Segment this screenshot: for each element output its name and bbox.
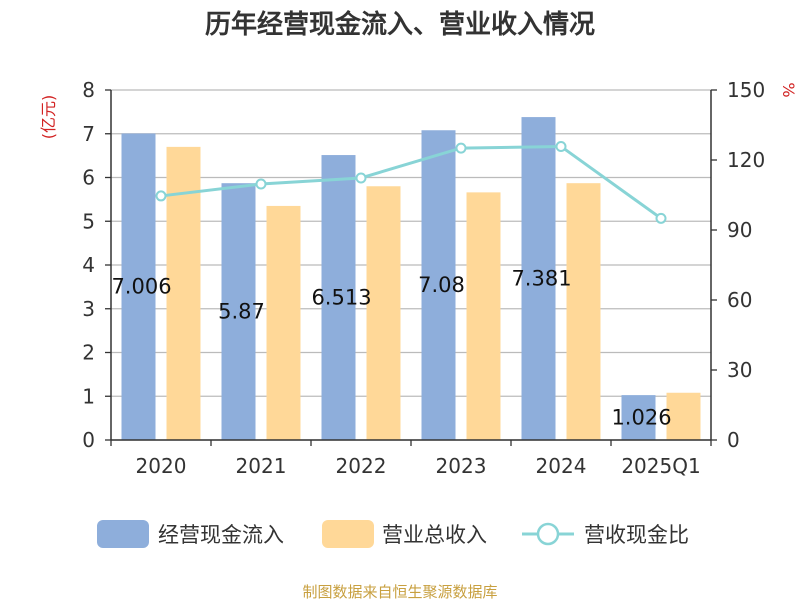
left-tick-label: 5: [82, 209, 95, 233]
bar-cash-inflow: [421, 130, 456, 440]
bar-value-label: 7.381: [511, 267, 571, 291]
left-tick-label: 4: [82, 253, 95, 277]
right-tick-label: 150: [727, 78, 765, 102]
bar-cash-inflow: [521, 117, 556, 441]
legend-label-total-revenue: 营业总收入: [382, 523, 487, 547]
left-tick-label: 7: [82, 122, 95, 146]
right-tick-label: 120: [727, 148, 765, 172]
x-tick-label: 2025Q1: [621, 454, 700, 478]
legend-swatch-cash-inflow: [97, 520, 149, 548]
left-axis-unit: (亿元): [39, 95, 58, 140]
left-tick-label: 3: [82, 297, 95, 321]
bar-cash-inflow: [321, 155, 356, 440]
source-note: 制图数据来自恒生聚源数据库: [302, 583, 497, 600]
ratio-point: [355, 172, 367, 184]
ratio-line-group: [155, 140, 667, 224]
bar-total-revenue: [466, 192, 501, 440]
right-tick-label: 0: [727, 428, 740, 452]
chart-title: 历年经营现金流入、营业收入情况: [205, 9, 595, 40]
ratio-point: [255, 178, 267, 190]
legend-label-cash-inflow: 经营现金流入: [158, 523, 284, 547]
right-tick-label: 30: [727, 358, 752, 382]
bar-total-revenue: [566, 183, 601, 440]
left-tick-label: 6: [82, 166, 95, 190]
x-tick-label: 2021: [236, 454, 287, 478]
bar-value-label: 6.513: [311, 286, 371, 310]
right-tick-label: 90: [727, 218, 752, 242]
bar-cash-inflow: [121, 133, 156, 441]
data-label-group: 7.006 5.87 6.513 7.08 7.381 1.026: [111, 267, 671, 430]
bar-group: [121, 117, 701, 441]
left-tick-label: 2: [82, 341, 95, 365]
right-axis-unit: %: [779, 82, 798, 97]
bar-total-revenue: [266, 205, 301, 440]
bar-cash-inflow: [621, 395, 656, 440]
ratio-point: [155, 190, 167, 202]
legend-swatch-total-revenue: [322, 520, 374, 548]
bar-value-label: 7.08: [418, 273, 465, 297]
grid-lines: [111, 89, 711, 441]
bar-total-revenue: [366, 186, 401, 440]
left-tick-label: 0: [82, 428, 95, 452]
bar-cash-inflow: [221, 183, 256, 440]
x-tick-label: 2020: [136, 454, 187, 478]
ratio-point: [555, 140, 567, 152]
axes-group: 0 1 2 3 4 5 6 7 8 0 30 60 90 120 150 2020 2021 2022 2023 20…: [82, 78, 765, 478]
legend: 经营现金流入 营业总收入 营收现金比: [97, 520, 689, 548]
right-tick-label: 60: [727, 288, 752, 312]
left-tick-label: 1: [82, 384, 95, 408]
ratio-point: [455, 142, 467, 154]
bar-value-label: 5.87: [218, 300, 265, 324]
x-tick-label: 2023: [436, 454, 487, 478]
x-tick-label: 2022: [336, 454, 387, 478]
ratio-line: [160, 144, 662, 220]
bar-value-label: 1.026: [611, 406, 671, 430]
legend-marker-ratio: [536, 522, 560, 546]
x-tick-label: 2024: [536, 454, 587, 478]
bar-total-revenue: [666, 392, 701, 440]
bar-value-label: 7.006: [111, 275, 171, 299]
left-tick-label: 8: [82, 78, 95, 102]
legend-label-ratio: 营收现金比: [584, 523, 689, 547]
ratio-point: [655, 212, 667, 224]
